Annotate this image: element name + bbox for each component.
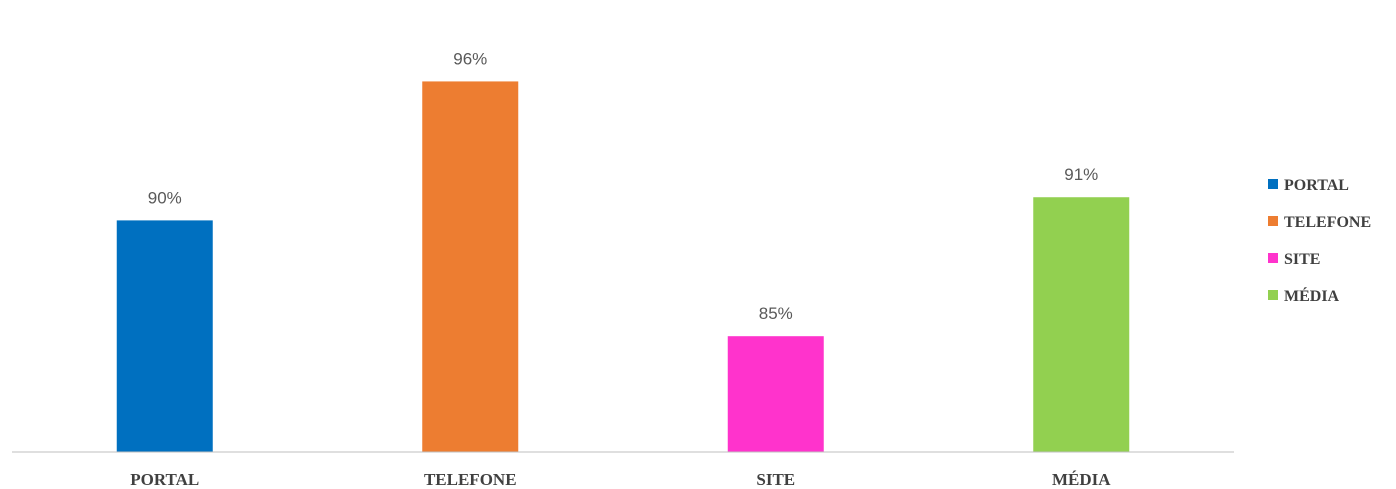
category-label-site: SITE bbox=[756, 470, 795, 489]
legend[interactable]: PORTAL TELEFONE SITE MÉDIA bbox=[1268, 177, 1371, 305]
legend-swatch-telefone bbox=[1268, 216, 1278, 226]
data-label-telefone: 96% bbox=[453, 49, 487, 68]
category-label-telefone: TELEFONE bbox=[424, 470, 517, 489]
category-label-media: MÉDIA bbox=[1052, 470, 1111, 489]
bar-portal[interactable] bbox=[117, 220, 213, 452]
data-label-media: 91% bbox=[1064, 165, 1098, 184]
legend-label-telefone: TELEFONE bbox=[1284, 214, 1371, 231]
bar-media[interactable] bbox=[1033, 197, 1129, 452]
category-label-portal: PORTAL bbox=[130, 470, 199, 489]
legend-label-site: SITE bbox=[1284, 251, 1320, 268]
legend-label-portal: PORTAL bbox=[1284, 177, 1349, 194]
legend-swatch-portal bbox=[1268, 179, 1278, 189]
bar-site[interactable] bbox=[728, 336, 824, 452]
legend-item-media[interactable]: MÉDIA bbox=[1268, 286, 1340, 305]
legend-item-telefone[interactable]: TELEFONE bbox=[1268, 214, 1371, 231]
data-label-portal: 90% bbox=[148, 188, 182, 207]
bar-telefone[interactable] bbox=[422, 81, 518, 452]
category-labels-group: PORTAL TELEFONE SITE MÉDIA bbox=[130, 470, 1111, 489]
bars-group bbox=[117, 81, 1130, 452]
legend-swatch-media bbox=[1268, 290, 1278, 300]
data-labels-group: 90% 96% 85% 91% bbox=[148, 49, 1099, 323]
legend-item-site[interactable]: SITE bbox=[1268, 251, 1320, 268]
legend-label-media: MÉDIA bbox=[1284, 286, 1340, 305]
legend-item-portal[interactable]: PORTAL bbox=[1268, 177, 1349, 194]
data-label-site: 85% bbox=[759, 304, 793, 323]
legend-swatch-site bbox=[1268, 253, 1278, 263]
